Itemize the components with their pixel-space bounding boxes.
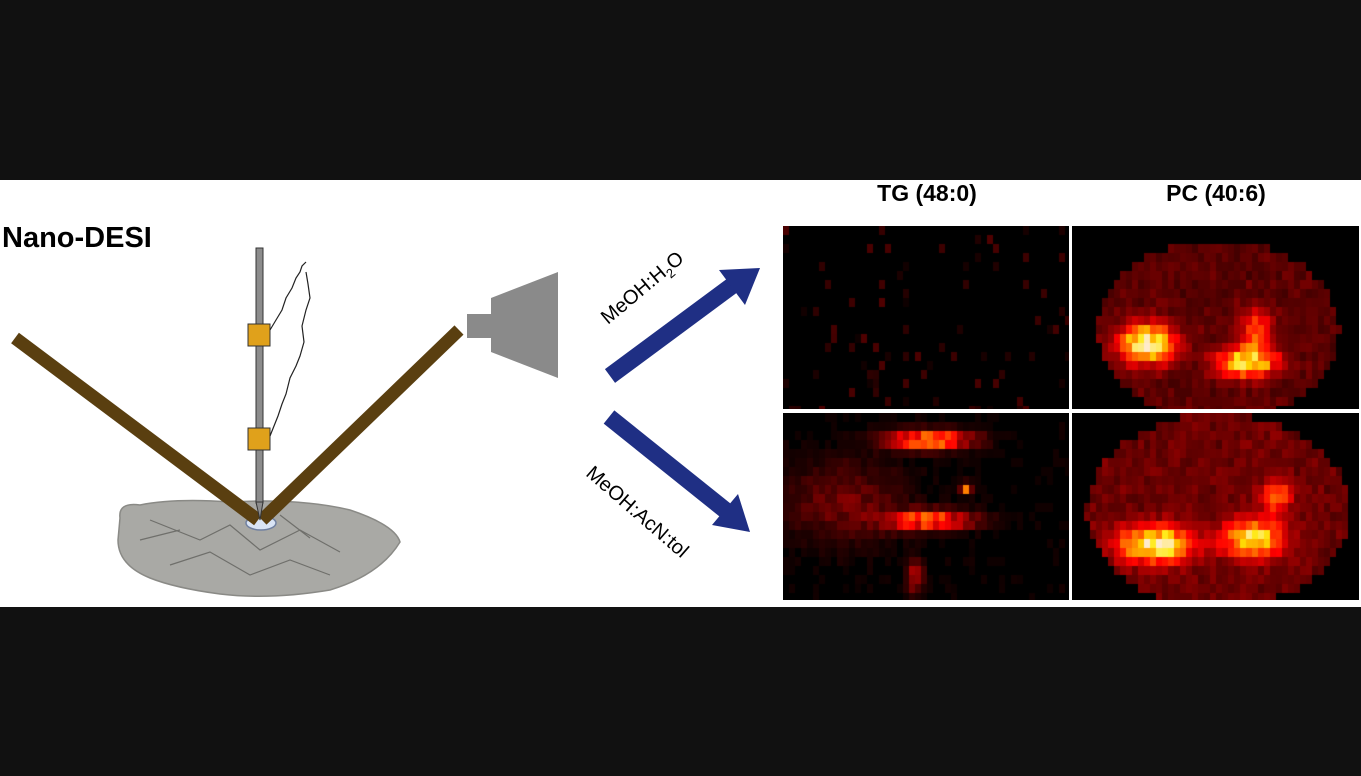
capillary-tip <box>255 501 264 521</box>
column-label-pc: PC (40:6) <box>1166 180 1266 206</box>
schematic-svg <box>11 247 760 597</box>
tissue-texture <box>139 514 341 576</box>
ion-image-tg-meoh-h2o <box>783 226 1069 409</box>
arrow-up-head <box>719 268 760 305</box>
ms-inlet-cone <box>491 272 558 378</box>
probe-arm-right <box>257 325 464 525</box>
capillary <box>255 247 264 504</box>
probe-arm-left <box>11 332 262 526</box>
method-title: Nano-DESI <box>2 222 152 254</box>
ion-image-tg-meoh-acn-tol <box>783 413 1069 600</box>
ms-inlet-stem <box>467 314 491 338</box>
clamp-bottom <box>247 427 271 451</box>
wire-top <box>269 261 307 331</box>
arrow-down-shaft <box>603 410 736 521</box>
ion-image-pc-meoh-h2o <box>1072 226 1359 409</box>
arrow-up-shaft <box>604 275 743 383</box>
wire-bottom <box>269 271 311 437</box>
figure: Nano-DESI TG (48:0) PC (40:6) MeOH:H2O M… <box>0 180 1361 607</box>
column-label-tg: TG (48:0) <box>877 180 977 206</box>
arrow-down-head <box>712 494 750 532</box>
ion-image-pc-meoh-acn-tol <box>1072 413 1359 600</box>
clamp-top <box>247 323 271 347</box>
